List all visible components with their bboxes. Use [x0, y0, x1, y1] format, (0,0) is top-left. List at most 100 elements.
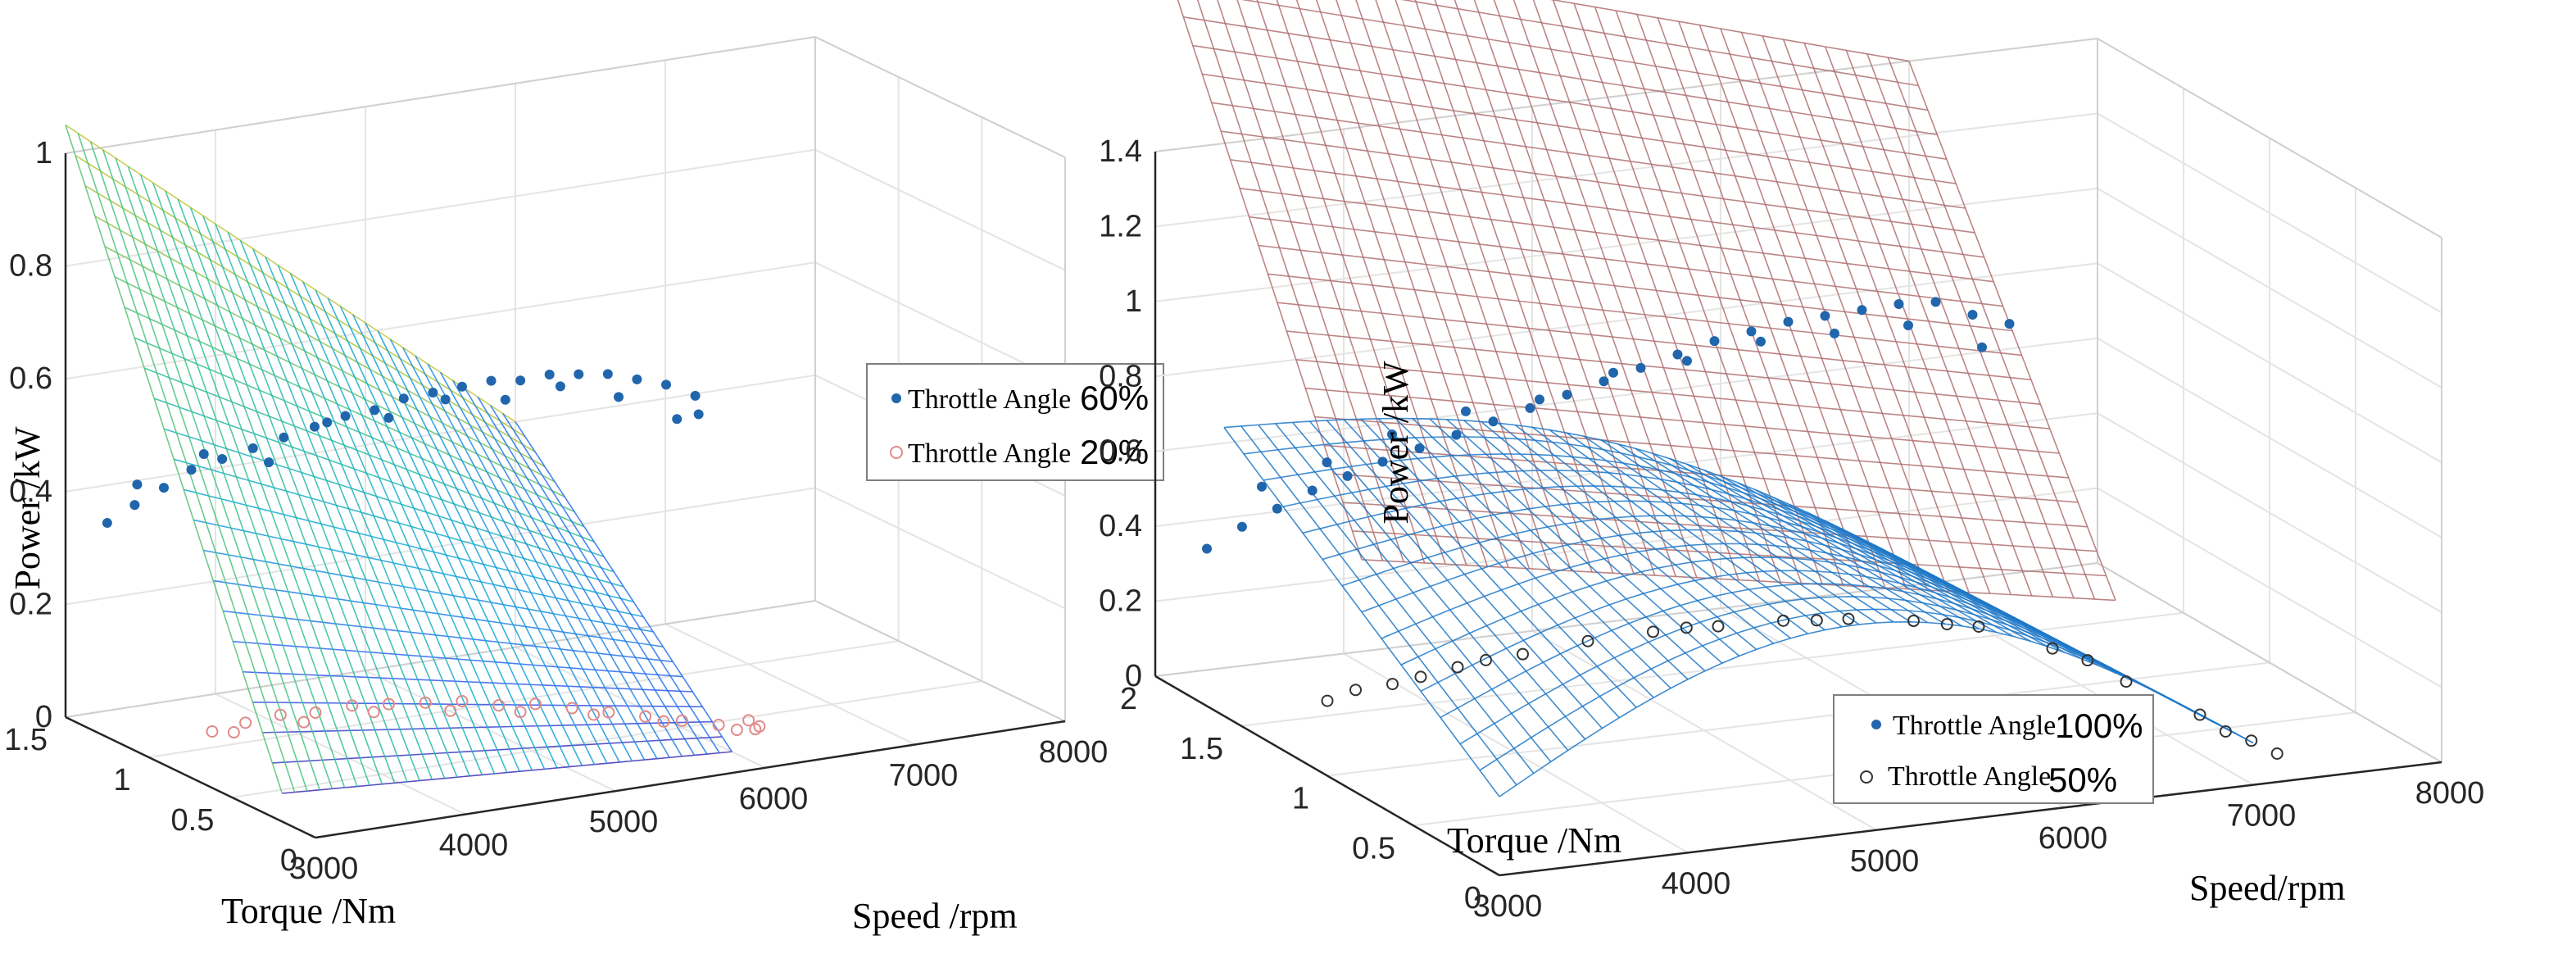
- data-point: [2120, 675, 2133, 688]
- data-point: [346, 699, 359, 712]
- data-point: [1307, 485, 1317, 496]
- surface-mesh-line: [1806, 511, 2083, 660]
- z-tick-label: 0.4: [9, 475, 52, 509]
- surface-mesh-line: [215, 223, 433, 780]
- surface-mesh-line: [1549, 429, 1825, 631]
- data-point: [1857, 305, 1867, 316]
- data-point: [1977, 342, 1987, 352]
- surface-mesh-line: [1552, 0, 1761, 582]
- data-point: [602, 706, 615, 719]
- surface-mesh-line: [1395, 0, 1593, 573]
- chart-left-xlabel: Speed /rpm: [852, 896, 1018, 936]
- surface-mesh-line: [1532, 0, 1739, 580]
- surface-mesh-line: [1258, 424, 1535, 775]
- data-point: [1967, 310, 1978, 320]
- data-point: [1940, 618, 1953, 631]
- surface-mesh-line: [1454, 0, 1656, 576]
- data-point: [515, 375, 526, 386]
- surface-mesh-line: [152, 182, 370, 786]
- x-tick-label: 7000: [2227, 799, 2297, 834]
- surface-mesh-line: [1377, 418, 1654, 698]
- data-point: [1842, 612, 1855, 625]
- grid-x-line: [365, 107, 616, 793]
- data-point: [1386, 678, 1399, 691]
- surface-mesh-line: [189, 207, 408, 783]
- surface-mesh-line: [1678, 20, 1886, 588]
- surface-mesh-line: [1463, 420, 1740, 656]
- x-tick-label: 8000: [1039, 735, 1109, 770]
- surface-mesh-line: [1720, 28, 1928, 591]
- data-point: [1488, 416, 1499, 427]
- surface-mesh-line: [252, 248, 470, 777]
- data-point: [1972, 620, 1985, 633]
- chart-left-surface: [65, 124, 733, 794]
- data-point: [456, 381, 467, 392]
- surface-mesh-line: [77, 133, 296, 793]
- grid-z-line: [1154, 337, 2442, 538]
- data-point: [730, 724, 743, 737]
- surface-mesh-line: [452, 379, 670, 758]
- legend-box: [866, 363, 1164, 481]
- data-point: [382, 697, 395, 711]
- legend-label-60: Throttle Angle: [908, 384, 1071, 415]
- data-point: [1783, 316, 1794, 327]
- surface-mesh-line: [227, 232, 446, 779]
- data-point: [1647, 625, 1659, 638]
- y-tick-label: 1.5: [1180, 732, 1223, 766]
- surface-mesh-line: [1600, 439, 1877, 624]
- legend-marker-100: [1871, 720, 1881, 729]
- data-point: [1377, 457, 1388, 467]
- y-tick-label: 2: [1120, 682, 1137, 716]
- data-point: [1322, 457, 1332, 468]
- data-point: [1581, 634, 1594, 647]
- data-point: [1608, 367, 1618, 378]
- surface-mesh-line: [102, 149, 320, 791]
- surface-mesh-line: [1434, 0, 1635, 575]
- data-point: [370, 405, 380, 416]
- data-point: [274, 708, 287, 721]
- data-point: [486, 375, 497, 386]
- data-point: [440, 394, 451, 405]
- surface-mesh-line: [1594, 7, 1803, 584]
- surface-mesh-line: [127, 166, 346, 788]
- z-tick-label: 1.2: [1099, 209, 1142, 243]
- surface-mesh-line: [1336, 0, 1531, 570]
- data-point: [1682, 356, 1692, 366]
- grid-z-line: [1154, 187, 2442, 388]
- frame-edge: [65, 36, 816, 154]
- surface-mesh-line: [377, 330, 596, 765]
- data-point: [1635, 362, 1646, 373]
- surface-mesh-line: [139, 174, 358, 787]
- data-point: [132, 479, 143, 490]
- surface-mesh-line: [1217, 0, 1404, 562]
- chart-left-legend: Throttle Angle 60% Throttle Angle 20%: [866, 363, 1164, 481]
- data-point: [1414, 670, 1427, 684]
- y-tick-label: 0: [280, 843, 297, 878]
- surface-mesh-line: [1669, 457, 1946, 625]
- data-point: [587, 708, 601, 721]
- surface-mesh-line: [1295, 0, 1489, 567]
- surface-mesh-line: [202, 215, 420, 781]
- legend-suffix-20: 20%: [1080, 433, 1149, 471]
- surface-mesh-line: [1762, 35, 1970, 593]
- chart-left-points: [102, 369, 766, 739]
- data-point: [1672, 349, 1683, 360]
- surface-mesh-line: [1617, 443, 1894, 623]
- surface-mesh-line: [1236, 0, 1426, 564]
- surface-mesh-line: [1429, 418, 1706, 672]
- data-point: [2004, 319, 2015, 329]
- x-tick-label: 6000: [2039, 821, 2108, 856]
- surface-mesh-line: [1446, 419, 1723, 664]
- data-point: [1202, 543, 1212, 554]
- data-point: [297, 716, 311, 729]
- data-point: [1525, 402, 1535, 413]
- data-point: [1257, 481, 1267, 492]
- data-point: [1820, 311, 1830, 321]
- chart-right-axes: [1154, 152, 2442, 877]
- data-point: [1680, 621, 1693, 634]
- data-point: [198, 449, 209, 460]
- chart-left-zlabel: Power /kW: [7, 426, 48, 590]
- data-point: [1930, 297, 1941, 307]
- surface-mesh-line: [1635, 447, 1912, 623]
